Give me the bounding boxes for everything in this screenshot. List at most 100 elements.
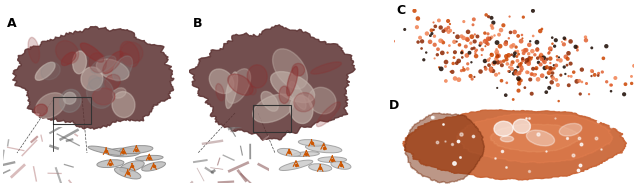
Point: [445, 22, 455, 25]
Point: [427, 32, 437, 35]
Point: [501, 55, 511, 58]
Ellipse shape: [113, 88, 126, 98]
Point: [421, 51, 431, 54]
Point: [524, 62, 534, 65]
Point: [574, 79, 584, 82]
Point: [449, 56, 459, 59]
Ellipse shape: [308, 87, 336, 114]
Point: [635, 79, 640, 82]
Point: [518, 68, 528, 70]
Point: [468, 23, 478, 26]
Point: [525, 57, 536, 60]
Ellipse shape: [113, 56, 132, 81]
Point: [472, 35, 483, 38]
Point: [536, 63, 546, 66]
Point: [435, 39, 445, 42]
Point: [426, 29, 436, 32]
Point: [480, 38, 490, 41]
Point: [459, 68, 469, 71]
Point: [497, 79, 507, 82]
Point: [516, 79, 526, 82]
Ellipse shape: [120, 41, 140, 67]
Point: [570, 45, 580, 48]
Point: [470, 52, 481, 55]
Point: [417, 47, 427, 50]
Point: [545, 62, 556, 65]
Point: [606, 90, 616, 93]
Ellipse shape: [209, 69, 234, 94]
Point: [513, 50, 523, 53]
Point: [490, 61, 500, 64]
Point: [547, 81, 557, 84]
Text: C: C: [397, 4, 406, 16]
Point: [454, 43, 465, 46]
Point: [532, 48, 543, 51]
Point: [627, 75, 637, 78]
Ellipse shape: [92, 88, 115, 105]
Point: [437, 51, 447, 54]
Point: [561, 55, 571, 58]
Point: [467, 47, 477, 50]
Point: [425, 40, 435, 43]
Point: [542, 58, 552, 61]
Ellipse shape: [89, 53, 106, 73]
Point: [429, 57, 440, 60]
Point: [551, 64, 561, 67]
Ellipse shape: [120, 161, 144, 172]
Point: [484, 57, 495, 60]
Point: [518, 52, 529, 55]
Point: [426, 34, 436, 37]
Point: [581, 82, 591, 85]
Point: [510, 52, 520, 55]
Point: [481, 13, 492, 16]
Point: [412, 26, 422, 29]
Point: [504, 66, 515, 69]
Point: [520, 49, 530, 52]
Ellipse shape: [247, 65, 268, 88]
Point: [449, 40, 460, 43]
Point: [469, 75, 479, 78]
Point: [488, 62, 499, 65]
Point: [481, 68, 491, 70]
Point: [559, 37, 570, 40]
Ellipse shape: [331, 161, 351, 169]
Point: [496, 61, 506, 64]
Point: [430, 25, 440, 28]
Point: [483, 32, 493, 35]
Point: [462, 38, 472, 41]
Point: [577, 80, 587, 83]
Point: [605, 84, 616, 87]
Point: [452, 35, 463, 38]
Ellipse shape: [115, 167, 141, 179]
Point: [508, 44, 518, 47]
Point: [415, 36, 425, 39]
Point: [454, 78, 464, 81]
Point: [552, 55, 562, 58]
Point: [545, 47, 556, 50]
Point: [513, 34, 524, 37]
Polygon shape: [490, 124, 580, 152]
Text: D: D: [389, 99, 399, 112]
Ellipse shape: [97, 160, 124, 168]
Ellipse shape: [271, 72, 315, 103]
Ellipse shape: [216, 84, 224, 101]
Point: [560, 73, 570, 76]
Point: [504, 15, 515, 18]
Point: [492, 48, 502, 51]
Polygon shape: [404, 113, 484, 183]
Point: [550, 39, 561, 42]
Point: [457, 51, 467, 54]
Point: [509, 72, 519, 75]
Ellipse shape: [305, 144, 342, 153]
Point: [480, 45, 490, 48]
Point: [508, 61, 518, 64]
Ellipse shape: [105, 74, 120, 90]
Point: [500, 94, 511, 97]
Point: [450, 51, 460, 54]
Point: [535, 30, 545, 33]
Point: [575, 93, 586, 96]
Point: [462, 54, 472, 57]
Ellipse shape: [494, 121, 513, 136]
Point: [568, 71, 579, 74]
Text: A: A: [7, 17, 17, 30]
